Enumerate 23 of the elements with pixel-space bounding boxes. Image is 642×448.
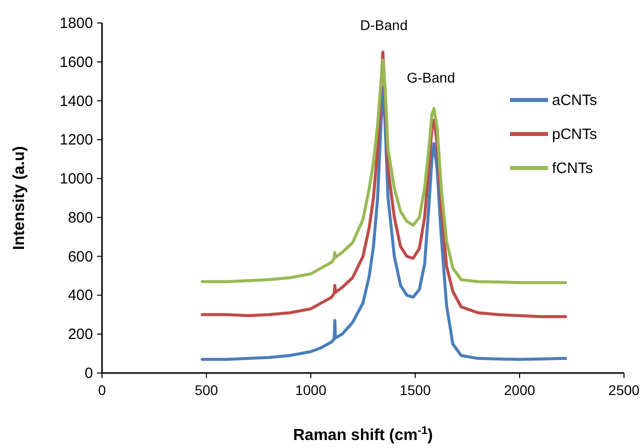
x-tick-label: 0 xyxy=(98,382,106,398)
y-tick-label: 1600 xyxy=(60,54,93,71)
x-tick-label: 2000 xyxy=(504,382,536,398)
y-axis-title: Intensity (a.u) xyxy=(11,146,28,250)
y-tick-label: 1000 xyxy=(60,170,93,188)
y-tick-label: 600 xyxy=(68,248,93,266)
y-tick-label: 400 xyxy=(68,287,93,304)
annotation: G-Band xyxy=(406,70,455,86)
legend-label: fCNTs xyxy=(552,160,593,177)
y-tick-label: 1800 xyxy=(60,15,93,32)
y-tick-label: 200 xyxy=(68,326,93,344)
legend-label: aCNTs xyxy=(552,92,598,109)
x-tick-label: 2500 xyxy=(608,382,640,398)
x-tick-label: 500 xyxy=(194,382,218,398)
y-tick-label: 1200 xyxy=(60,132,93,149)
x-tick-label: 1500 xyxy=(400,382,431,398)
x-tick-label: 1000 xyxy=(295,382,327,398)
annotation: D-Band xyxy=(360,17,408,33)
y-tick-label: 1400 xyxy=(60,92,93,110)
y-tick-label: 0 xyxy=(84,365,93,382)
x-axis-title: Raman shift (cm$^{-1}$) xyxy=(293,425,433,444)
y-tick-label: 800 xyxy=(68,209,93,226)
legend-label: pCNTs xyxy=(552,126,598,143)
